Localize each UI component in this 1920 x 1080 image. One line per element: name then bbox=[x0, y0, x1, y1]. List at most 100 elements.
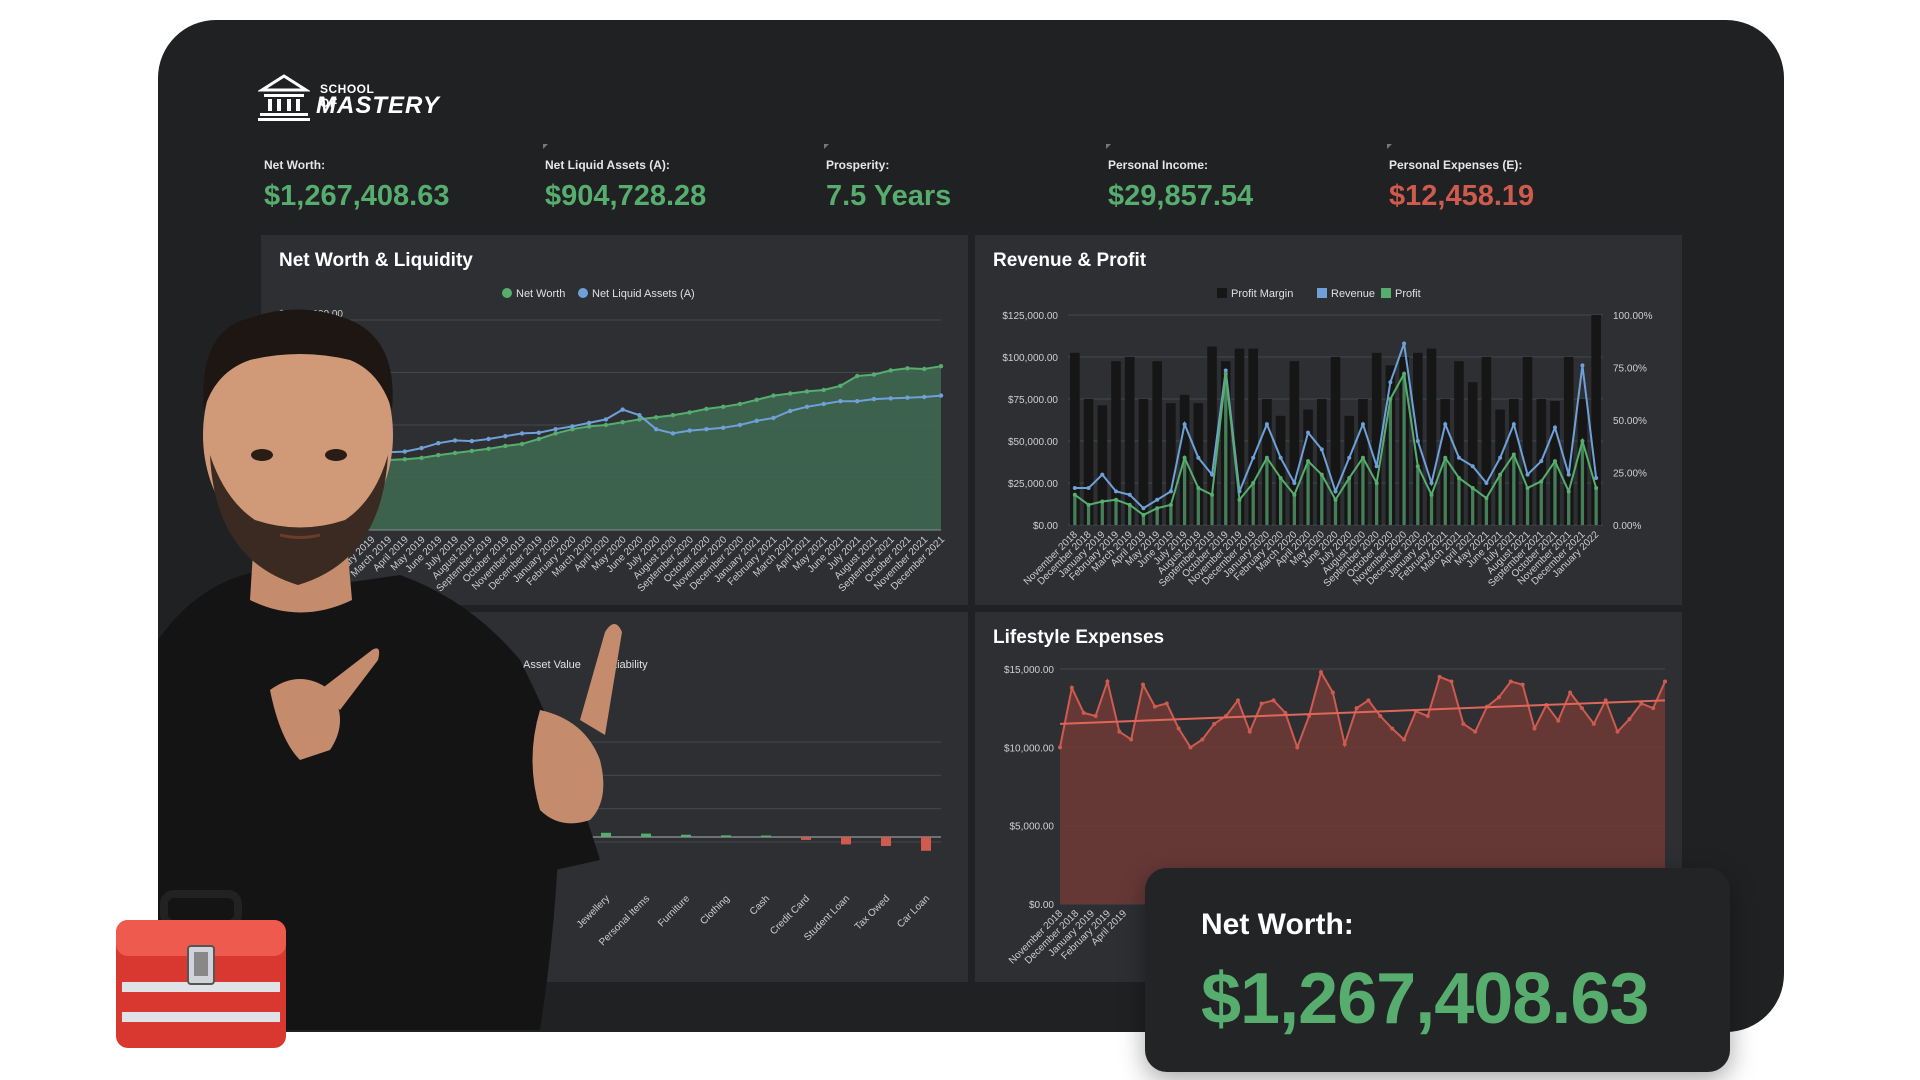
point-revenue bbox=[1086, 486, 1091, 491]
point-net-liquid-assets bbox=[318, 460, 324, 465]
y-tick-label: $10,000.00 bbox=[1004, 743, 1054, 754]
point-profit bbox=[1086, 502, 1091, 507]
point-net-liquid-assets bbox=[771, 415, 776, 421]
point-profit bbox=[1196, 486, 1201, 491]
point-revenue bbox=[1251, 455, 1256, 460]
revenue-profit-chart[interactable]: Profit Margin Revenue Profit $125,000.00 $10… bbox=[975, 235, 1682, 605]
point-lifestyle bbox=[1651, 706, 1656, 711]
kpi-value: $1,267,408.63 bbox=[264, 180, 450, 212]
series-area-net-worth bbox=[321, 366, 941, 530]
series-area-lifestyle bbox=[1060, 672, 1665, 904]
point-lifestyle bbox=[1318, 670, 1323, 675]
bar-profit bbox=[1333, 499, 1338, 525]
lifestyle-expenses-chart[interactable]: $15,000.00$10,000.00$5,000.00$0.00Novemb… bbox=[975, 612, 1682, 982]
point-revenue bbox=[1388, 380, 1393, 385]
point-revenue bbox=[1443, 422, 1448, 427]
point-profit bbox=[1278, 475, 1283, 480]
point-profit bbox=[1415, 464, 1420, 469]
bar-profit-margin bbox=[1330, 357, 1341, 525]
x-tick-label: Jewellery bbox=[575, 893, 612, 930]
point-lifestyle bbox=[1058, 745, 1062, 750]
point-profit bbox=[1552, 459, 1557, 464]
panel-assets-liabilities[interactable]: Asset Value Liability Jewellery Personal It… bbox=[261, 612, 968, 982]
x-tick-label: Furniture bbox=[656, 893, 692, 929]
point-net-worth bbox=[922, 366, 927, 372]
bar-profit-margin bbox=[1070, 352, 1080, 525]
point-net-worth bbox=[670, 413, 676, 418]
kpi-label: Net Worth: bbox=[264, 158, 326, 172]
x-tick-label: Tax Owed bbox=[853, 893, 892, 932]
legend-swatch bbox=[597, 659, 607, 669]
point-profit bbox=[1525, 486, 1530, 491]
bar-profit-margin bbox=[1166, 403, 1176, 525]
point-lifestyle bbox=[1069, 685, 1074, 690]
bar-asset bbox=[601, 832, 611, 837]
panel-title: Assets & Liabilities bbox=[279, 627, 454, 648]
bank-building-icon bbox=[258, 74, 310, 121]
legend-swatch bbox=[1381, 288, 1391, 298]
y-tick-label: $125,000.00 bbox=[1002, 311, 1058, 322]
point-net-liquid-assets bbox=[871, 396, 877, 402]
point-revenue bbox=[1141, 506, 1146, 511]
bar-profit-margin bbox=[1289, 361, 1300, 525]
legend-label: Net Worth bbox=[516, 288, 565, 300]
point-lifestyle bbox=[1247, 729, 1252, 734]
bar-asset bbox=[721, 835, 731, 837]
bar-profit-margin bbox=[1344, 415, 1355, 525]
point-lifestyle bbox=[1212, 721, 1217, 726]
kpi-personal-expenses[interactable]: Personal Expenses (E): $12,458.19 bbox=[1387, 144, 1659, 218]
bar-profit bbox=[1237, 499, 1242, 525]
point-net-liquid-assets bbox=[570, 424, 575, 429]
bar-profit bbox=[1155, 508, 1159, 525]
series-line-lifestyle bbox=[1059, 669, 1666, 751]
point-revenue bbox=[1525, 472, 1530, 477]
y2-tick-label: 0.00% bbox=[1613, 521, 1641, 532]
point-profit bbox=[1566, 489, 1571, 494]
kpi-net-liquid-assets[interactable]: Net Liquid Assets (A): $904,728.28 bbox=[543, 144, 815, 218]
bar-profit-margin bbox=[1563, 357, 1574, 525]
point-revenue bbox=[1333, 489, 1338, 494]
point-net-liquid-assets bbox=[905, 395, 910, 400]
point-profit bbox=[1127, 502, 1132, 507]
point-lifestyle bbox=[1129, 737, 1134, 742]
point-net-liquid-assets bbox=[503, 434, 508, 439]
point-profit bbox=[1251, 481, 1256, 485]
bar-profit bbox=[1429, 494, 1434, 525]
net-worth-callout-card[interactable]: Net Worth: $1,267,408.63 bbox=[1145, 868, 1730, 1072]
bar-profit-margin bbox=[1426, 348, 1437, 525]
point-lifestyle bbox=[1449, 679, 1454, 684]
bar-profit bbox=[1512, 454, 1516, 525]
point-revenue bbox=[1223, 368, 1228, 373]
kpi-net-worth[interactable]: Net Worth: $1,267,408.63 bbox=[264, 148, 534, 218]
point-net-worth bbox=[888, 368, 893, 373]
panel-revenue-profit[interactable]: Profit Margin Revenue Profit $125,000.00 $10… bbox=[975, 235, 1682, 605]
point-net-worth bbox=[436, 452, 441, 458]
y-tick-label: $50,000.00 bbox=[1008, 437, 1058, 448]
net-worth-chart[interactable]: Net Worth Net Liquid Assets (A) $1,500,000… bbox=[261, 235, 968, 605]
point-revenue bbox=[1552, 425, 1557, 430]
point-revenue bbox=[1319, 447, 1324, 452]
point-revenue bbox=[1182, 422, 1187, 427]
kpi-prosperity[interactable]: Prosperity: 7.5 Years bbox=[824, 144, 1096, 218]
point-net-worth bbox=[855, 373, 860, 379]
point-net-worth bbox=[603, 422, 609, 428]
point-profit bbox=[1114, 497, 1119, 502]
bar-profit-margin bbox=[1522, 357, 1533, 525]
bar-profit bbox=[1292, 494, 1296, 525]
kpi-value: $12,458.19 bbox=[1389, 180, 1535, 212]
kpi-personal-income[interactable]: Personal Income: $29,857.54 bbox=[1106, 144, 1378, 218]
point-net-worth bbox=[737, 401, 743, 407]
bar-profit bbox=[1100, 501, 1104, 525]
bar-profit bbox=[1567, 491, 1571, 525]
panel-net-worth-liquidity[interactable]: Net Worth Net Liquid Assets (A) $1,500,000… bbox=[261, 235, 968, 605]
point-net-worth bbox=[653, 415, 659, 420]
bar-profit-margin bbox=[1207, 346, 1217, 525]
y-tick-label: $5,000.00 bbox=[1010, 822, 1055, 833]
bar-asset bbox=[681, 834, 691, 837]
bar-liability bbox=[801, 837, 811, 840]
point-net-worth bbox=[402, 457, 407, 462]
point-lifestyle bbox=[1378, 714, 1383, 718]
point-revenue bbox=[1100, 472, 1105, 477]
